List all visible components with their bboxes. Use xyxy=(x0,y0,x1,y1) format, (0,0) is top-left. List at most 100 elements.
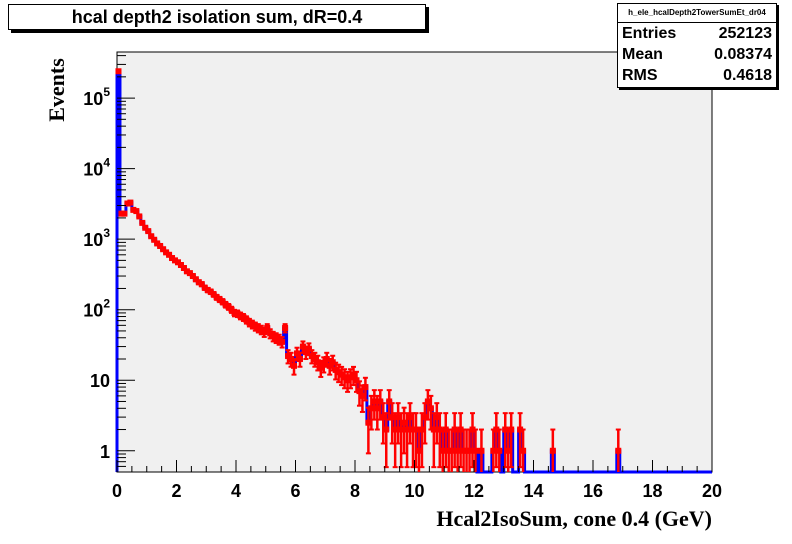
data-point xyxy=(496,447,503,454)
data-point xyxy=(145,228,152,235)
data-point xyxy=(401,419,408,426)
data-point xyxy=(517,426,524,433)
data-point xyxy=(166,251,173,258)
y-tick-label: 1 xyxy=(100,442,110,462)
data-point xyxy=(296,355,303,362)
data-point xyxy=(261,329,268,336)
data-point xyxy=(291,362,298,369)
data-point xyxy=(502,426,509,433)
data-point xyxy=(427,405,434,412)
y-tick-label: 103 xyxy=(83,226,110,250)
data-point xyxy=(127,199,134,206)
data-point xyxy=(362,384,369,391)
data-point xyxy=(371,398,378,405)
data-point xyxy=(615,447,622,454)
x-tick-label: 4 xyxy=(231,481,241,501)
data-point xyxy=(157,242,164,249)
data-point xyxy=(472,447,479,454)
x-tick-label: 0 xyxy=(112,481,122,501)
data-point xyxy=(383,426,390,433)
data-point xyxy=(436,426,443,433)
data-point xyxy=(386,398,393,405)
data-point xyxy=(142,224,149,231)
data-point xyxy=(395,414,402,421)
data-point xyxy=(398,426,405,433)
data-point xyxy=(380,414,387,421)
data-point xyxy=(439,447,446,454)
chart-title: hcal depth2 isolation sum, dR=0.4 xyxy=(8,4,426,30)
data-point xyxy=(365,419,372,426)
data-point xyxy=(121,210,128,217)
data-point xyxy=(493,426,500,433)
data-point xyxy=(389,414,396,421)
data-point xyxy=(329,359,336,366)
data-point xyxy=(508,426,515,433)
y-axis-label: Events xyxy=(44,58,69,122)
data-point xyxy=(293,350,300,357)
stats-box: h_ele_hcalDepth2TowerSumEt_dr04 Entries … xyxy=(617,3,777,88)
data-point xyxy=(115,68,122,75)
data-point xyxy=(442,426,449,433)
data-point xyxy=(326,362,333,369)
data-point xyxy=(359,392,366,399)
data-point xyxy=(433,414,440,421)
data-point xyxy=(407,414,414,421)
data-point xyxy=(299,343,306,350)
data-point xyxy=(317,364,324,371)
data-point xyxy=(549,447,556,454)
data-point xyxy=(457,426,464,433)
data-point xyxy=(412,426,419,433)
data-point xyxy=(377,398,384,405)
data-point xyxy=(282,325,289,332)
stat-label: Entries xyxy=(622,25,677,42)
data-point xyxy=(288,355,295,362)
x-tick-label: 16 xyxy=(583,481,603,501)
data-point xyxy=(189,273,196,280)
stat-row-rms: RMS 0.4618 xyxy=(618,65,776,86)
data-point xyxy=(392,426,399,433)
data-point xyxy=(264,325,271,332)
data-point xyxy=(368,405,375,412)
data-point xyxy=(133,208,140,215)
data-point xyxy=(314,359,321,366)
data-point xyxy=(198,281,205,288)
data-point xyxy=(418,426,425,433)
data-point xyxy=(448,447,455,454)
data-point xyxy=(356,388,363,395)
data-point xyxy=(311,355,318,362)
stat-value: 0.08374 xyxy=(714,46,772,63)
stat-row-mean: Mean 0.08374 xyxy=(618,44,776,65)
data-point xyxy=(323,355,330,362)
data-point xyxy=(430,426,437,433)
data-point xyxy=(148,233,155,240)
x-tick-label: 18 xyxy=(642,481,662,501)
data-point xyxy=(228,306,235,313)
y-tick-label: 104 xyxy=(83,156,110,180)
x-tick-label: 12 xyxy=(464,481,484,501)
data-point xyxy=(302,349,309,356)
data-point xyxy=(305,345,312,352)
data-point xyxy=(415,447,422,454)
stat-label: RMS xyxy=(622,67,658,84)
error-bar-group xyxy=(115,68,622,472)
data-point xyxy=(505,447,512,454)
data-point xyxy=(424,398,431,405)
y-tick-label: 102 xyxy=(83,297,110,321)
stat-row-entries: Entries 252123 xyxy=(618,23,776,44)
y-tick-label: 105 xyxy=(83,85,110,109)
data-point xyxy=(160,246,167,253)
data-point xyxy=(180,264,187,271)
data-point xyxy=(469,426,476,433)
data-point xyxy=(374,405,381,412)
x-tick-label: 6 xyxy=(290,481,300,501)
data-point xyxy=(490,447,497,454)
data-point xyxy=(136,213,143,220)
data-point xyxy=(279,338,286,345)
data-point xyxy=(520,447,527,454)
stat-value: 0.4618 xyxy=(723,67,772,84)
data-point xyxy=(454,447,461,454)
x-axis-label: Hcal2IsoSum, cone 0.4 (GeV) xyxy=(436,506,712,531)
data-point xyxy=(350,371,357,378)
data-point xyxy=(421,414,428,421)
